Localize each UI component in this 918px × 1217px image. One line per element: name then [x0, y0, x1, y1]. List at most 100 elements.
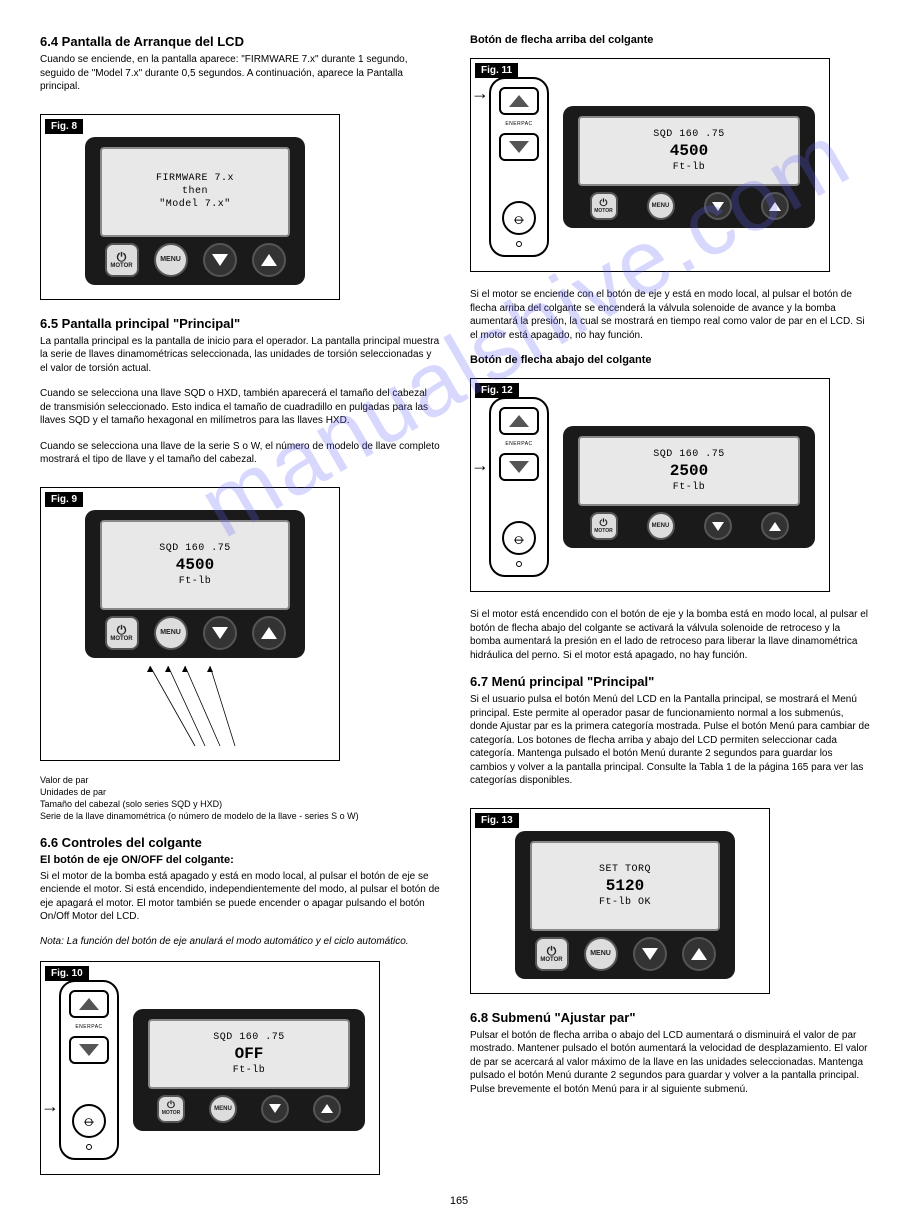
- callout-1: Valor de par: [40, 775, 440, 785]
- screen-line-2: 5120: [606, 877, 644, 895]
- pendant: ENERPAC ⦵: [489, 397, 549, 577]
- lcd-screen: SQD 160 .75 4500 Ft-lb: [578, 116, 800, 186]
- figure-11: Fig. 11 → ENERPAC ⦵ SQD 160 .75 4500 Ft-…: [470, 58, 830, 272]
- lcd-screen: SQD 160 .75 OFF Ft-lb: [148, 1019, 350, 1089]
- screen-top: SQD 160 .75: [653, 129, 725, 140]
- page-number: 165: [450, 1195, 468, 1207]
- heading-main-menu: 6.7 Menú principal "Principal": [470, 674, 870, 689]
- pendant-brand: ENERPAC: [505, 441, 532, 447]
- menu-button[interactable]: MENU: [584, 937, 618, 971]
- button-row: ⏻MOTOR MENU: [530, 937, 720, 971]
- lcd-screen: SQD 160 .75 2500 Ft-lb: [578, 436, 800, 506]
- screen-top: SQD 160 .75: [653, 449, 725, 460]
- callout-3: Tamaño del cabezal (solo series SQD y HX…: [40, 799, 440, 809]
- motor-button[interactable]: ⏻MOTOR: [157, 1095, 185, 1123]
- up-button[interactable]: [313, 1095, 341, 1123]
- left-column: 6.4 Pantalla de Arranque del LCD Cuando …: [40, 30, 440, 1187]
- para-main-2: Cuando se selecciona una llave SQD o HXD…: [40, 387, 440, 428]
- down-button[interactable]: [203, 243, 237, 277]
- screen-text: FIRMWARE 7.x: [156, 173, 234, 184]
- lcd-screen: SET TORQ 5120 Ft-lb OK: [530, 841, 720, 931]
- figure-8: Fig. 8 FIRMWARE 7.x then "Model 7.x" ⏻MO…: [40, 114, 340, 300]
- pendant-led-icon: [516, 241, 522, 247]
- menu-button[interactable]: MENU: [647, 512, 675, 540]
- screen-unit: Ft-lb: [673, 482, 706, 493]
- motor-button[interactable]: ⏻MOTOR: [590, 192, 618, 220]
- down-button[interactable]: [704, 192, 732, 220]
- screen-top: SQD 160 .75: [159, 543, 231, 554]
- fig13-label: Fig. 13: [475, 813, 519, 828]
- down-button[interactable]: [261, 1095, 289, 1123]
- screen-unit: Ft-lb: [233, 1065, 266, 1076]
- up-button[interactable]: [252, 616, 286, 650]
- up-button[interactable]: [761, 512, 789, 540]
- up-button[interactable]: [252, 243, 286, 277]
- figure-12: Fig. 12 → ENERPAC ⦵ SQD 160 .75 2500 Ft-…: [470, 378, 830, 592]
- button-row: ⏻MOTOR MENU: [100, 616, 290, 650]
- pendant-down-button[interactable]: [499, 453, 539, 481]
- down-button[interactable]: [704, 512, 732, 540]
- pendant-down-button[interactable]: [69, 1036, 109, 1064]
- para-main-1: La pantalla principal es la pantalla de …: [40, 335, 440, 376]
- heading-set-torq: 6.8 Submenú "Ajustar par": [470, 1010, 870, 1025]
- motor-button[interactable]: ⏻MOTOR: [105, 616, 139, 650]
- down-button[interactable]: [633, 937, 667, 971]
- menu-button[interactable]: MENU: [647, 192, 675, 220]
- fig10-label: Fig. 10: [45, 966, 89, 981]
- note-shaft: Nota: La función del botón de eje anular…: [40, 936, 440, 947]
- menu-button[interactable]: MENU: [154, 243, 188, 277]
- heading-lcd-start: 6.4 Pantalla de Arranque del LCD: [40, 34, 440, 49]
- pendant-up-button[interactable]: [499, 87, 539, 115]
- down-button[interactable]: [203, 616, 237, 650]
- para-down: Si el motor está encendido con el botón …: [470, 608, 870, 662]
- callout-arrows: [45, 666, 335, 756]
- heading-up-arrow: Botón de flecha arriba del colgante: [470, 34, 870, 46]
- control-panel: SET TORQ 5120 Ft-lb OK ⏻MOTOR MENU: [515, 831, 735, 979]
- screen-top: SQD 160 .75: [213, 1032, 285, 1043]
- callout-4: Serie de la llave dinamométrica (o númer…: [40, 811, 440, 821]
- para-shaft: Si el motor de la bomba está apagado y e…: [40, 870, 440, 924]
- motor-button[interactable]: ⏻MOTOR: [105, 243, 139, 277]
- pendant-down-button[interactable]: [499, 133, 539, 161]
- pendant-led-icon: [86, 1144, 92, 1150]
- screen-unit: Ft-lb: [673, 162, 706, 173]
- heading-pendant: 6.6 Controles del colgante: [40, 835, 440, 850]
- para-up: Si el motor se enciende con el botón de …: [470, 288, 870, 342]
- figure-10: Fig. 10 → ENERPAC ⦵ SQD 160 .75 OFF Ft-l…: [40, 961, 380, 1175]
- button-row: ⏻MOTOR MENU: [100, 243, 290, 277]
- control-panel: SQD 160 .75 4500 Ft-lb ⏻MOTOR MENU: [85, 510, 305, 658]
- para-main-menu: Si el usuario pulsa el botón Menú del LC…: [470, 693, 870, 788]
- pendant-brand: ENERPAC: [75, 1024, 102, 1030]
- screen-line-3: Ft-lb OK: [599, 897, 651, 908]
- figure-13: Fig. 13 SET TORQ 5120 Ft-lb OK ⏻MOTOR ME…: [470, 808, 770, 994]
- pendant-up-button[interactable]: [69, 990, 109, 1018]
- pointer-arrow-icon: →: [41, 1096, 59, 1117]
- pointer-arrow-icon: →: [471, 455, 489, 476]
- lcd-screen: SQD 160 .75 4500 Ft-lb: [100, 520, 290, 610]
- callout-2: Unidades de par: [40, 787, 440, 797]
- fig12-label: Fig. 12: [475, 383, 519, 398]
- button-row: ⏻MOTOR MENU: [578, 512, 800, 540]
- motor-button[interactable]: ⏻MOTOR: [590, 512, 618, 540]
- pendant: ENERPAC ⦵: [489, 77, 549, 257]
- control-panel: FIRMWARE 7.x then "Model 7.x" ⏻MOTOR MEN…: [85, 137, 305, 285]
- para-main-3: Cuando se selecciona una llave de la ser…: [40, 440, 440, 467]
- fig8-label: Fig. 8: [45, 119, 83, 134]
- control-panel: SQD 160 .75 4500 Ft-lb ⏻MOTOR MENU: [563, 106, 815, 228]
- heading-down-arrow: Botón de flecha abajo del colgante: [470, 354, 870, 366]
- para-lcd-start: Cuando se enciende, en la pantalla apare…: [40, 53, 440, 94]
- motor-button[interactable]: ⏻MOTOR: [535, 937, 569, 971]
- pendant-led-icon: [516, 561, 522, 567]
- control-panel: SQD 160 .75 OFF Ft-lb ⏻MOTOR MENU: [133, 1009, 365, 1131]
- up-button[interactable]: [682, 937, 716, 971]
- pointer-arrow-icon: →: [471, 83, 489, 104]
- menu-button[interactable]: MENU: [154, 616, 188, 650]
- menu-button[interactable]: MENU: [209, 1095, 237, 1123]
- pendant-power-button[interactable]: ⦵: [502, 201, 536, 235]
- right-column: Botón de flecha arriba del colgante Fig.…: [470, 30, 870, 1108]
- screen-off: OFF: [235, 1045, 264, 1063]
- pendant-power-button[interactable]: ⦵: [72, 1104, 106, 1138]
- pendant-power-button[interactable]: ⦵: [502, 521, 536, 555]
- up-button[interactable]: [761, 192, 789, 220]
- pendant-up-button[interactable]: [499, 407, 539, 435]
